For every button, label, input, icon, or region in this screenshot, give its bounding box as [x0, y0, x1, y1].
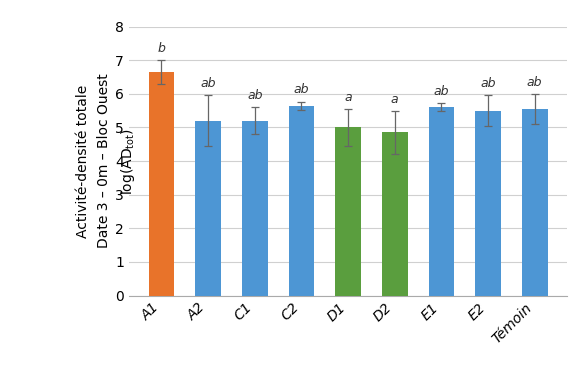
- Text: ab: ab: [527, 76, 542, 89]
- Bar: [242, 121, 267, 296]
- Bar: [382, 133, 408, 296]
- Text: a: a: [344, 91, 352, 104]
- Bar: [288, 106, 314, 296]
- Text: ab: ab: [433, 85, 449, 98]
- Bar: [335, 127, 361, 296]
- Bar: [149, 72, 174, 296]
- Text: ab: ab: [201, 77, 216, 91]
- Bar: [195, 121, 221, 296]
- Bar: [429, 107, 454, 296]
- Text: b: b: [157, 42, 166, 55]
- Bar: [522, 109, 548, 296]
- Y-axis label: Activité-densité totale
Date 3 – 0m – Bloc Ouest
$\mathregular{log(AD_{tot})}$: Activité-densité totale Date 3 – 0m – Bl…: [77, 74, 137, 249]
- Text: ab: ab: [247, 89, 263, 102]
- Text: a: a: [391, 92, 398, 106]
- Text: ab: ab: [480, 77, 495, 91]
- Bar: [475, 111, 501, 296]
- Text: ab: ab: [294, 83, 309, 97]
